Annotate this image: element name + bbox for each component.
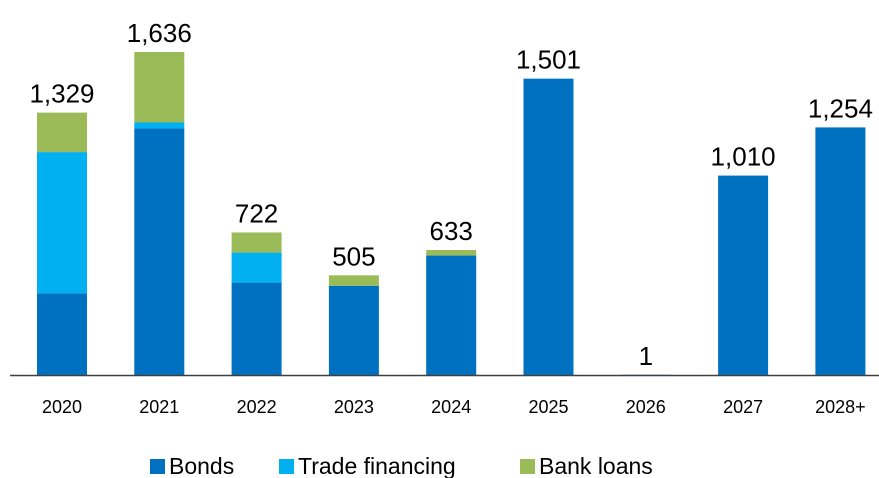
legend-swatch-bank-loans	[520, 459, 535, 474]
bar-bonds-2023	[328, 285, 379, 375]
x-tick-label-2023: 2023	[334, 397, 374, 417]
x-tick-label-2022: 2022	[237, 397, 277, 417]
bar-bonds-2021	[134, 128, 185, 375]
legend-label-bank-loans: Bank loans	[539, 453, 653, 478]
total-labels-group: 1,329 1,636 722 505 633 1,501 1 1,010 1,254	[29, 18, 872, 371]
bar-bank-loans-2024	[426, 250, 477, 256]
bar-bonds-2025	[523, 78, 574, 376]
total-label-2021: 1,636	[127, 18, 192, 48]
total-label-2020: 1,329	[29, 79, 94, 109]
bar-trade-financing-2022	[231, 252, 282, 283]
total-label-2022: 722	[235, 198, 278, 228]
legend-swatch-bonds	[150, 459, 165, 474]
total-label-2026: 1	[639, 341, 653, 371]
total-label-2024: 633	[430, 216, 473, 246]
bars-group	[37, 52, 866, 376]
bar-trade-financing-2020	[37, 152, 87, 294]
x-tick-label-2026: 2026	[626, 397, 666, 417]
total-label-2027: 1,010	[711, 142, 776, 172]
bar-bank-loans-2021	[134, 52, 185, 123]
legend-label-trade-financing: Trade financing	[298, 453, 456, 478]
bar-bonds-2027	[718, 175, 769, 375]
bar-bonds-2020	[37, 293, 87, 375]
bar-bank-loans-2023	[328, 275, 379, 286]
legend-swatch-trade-financing	[279, 459, 294, 474]
x-tick-label-2027: 2027	[723, 397, 763, 417]
bar-trade-financing-2021	[134, 122, 185, 129]
bar-bank-loans-2020	[37, 112, 87, 153]
legend: Bonds Trade financing Bank loans	[150, 453, 653, 478]
bar-bonds-2022	[231, 282, 282, 375]
x-tick-label-2020: 2020	[42, 397, 82, 417]
bar-bank-loans-2022	[231, 232, 282, 253]
total-label-2028: 1,254	[808, 93, 873, 123]
x-tick-label-2025: 2025	[528, 397, 568, 417]
x-tick-label-2024: 2024	[431, 397, 471, 417]
x-tick-labels-group: 2020 2021 2022 2023 2024 2025 2026 2027 2028+	[42, 397, 866, 417]
x-tick-label-2021: 2021	[139, 397, 179, 417]
total-label-2023: 505	[332, 241, 375, 271]
x-tick-label-2028: 2028+	[815, 397, 866, 417]
bar-bonds-2024	[426, 255, 477, 375]
legend-label-bonds: Bonds	[169, 453, 234, 478]
total-label-2025: 1,501	[516, 45, 581, 75]
bar-bonds-2028	[815, 127, 866, 375]
